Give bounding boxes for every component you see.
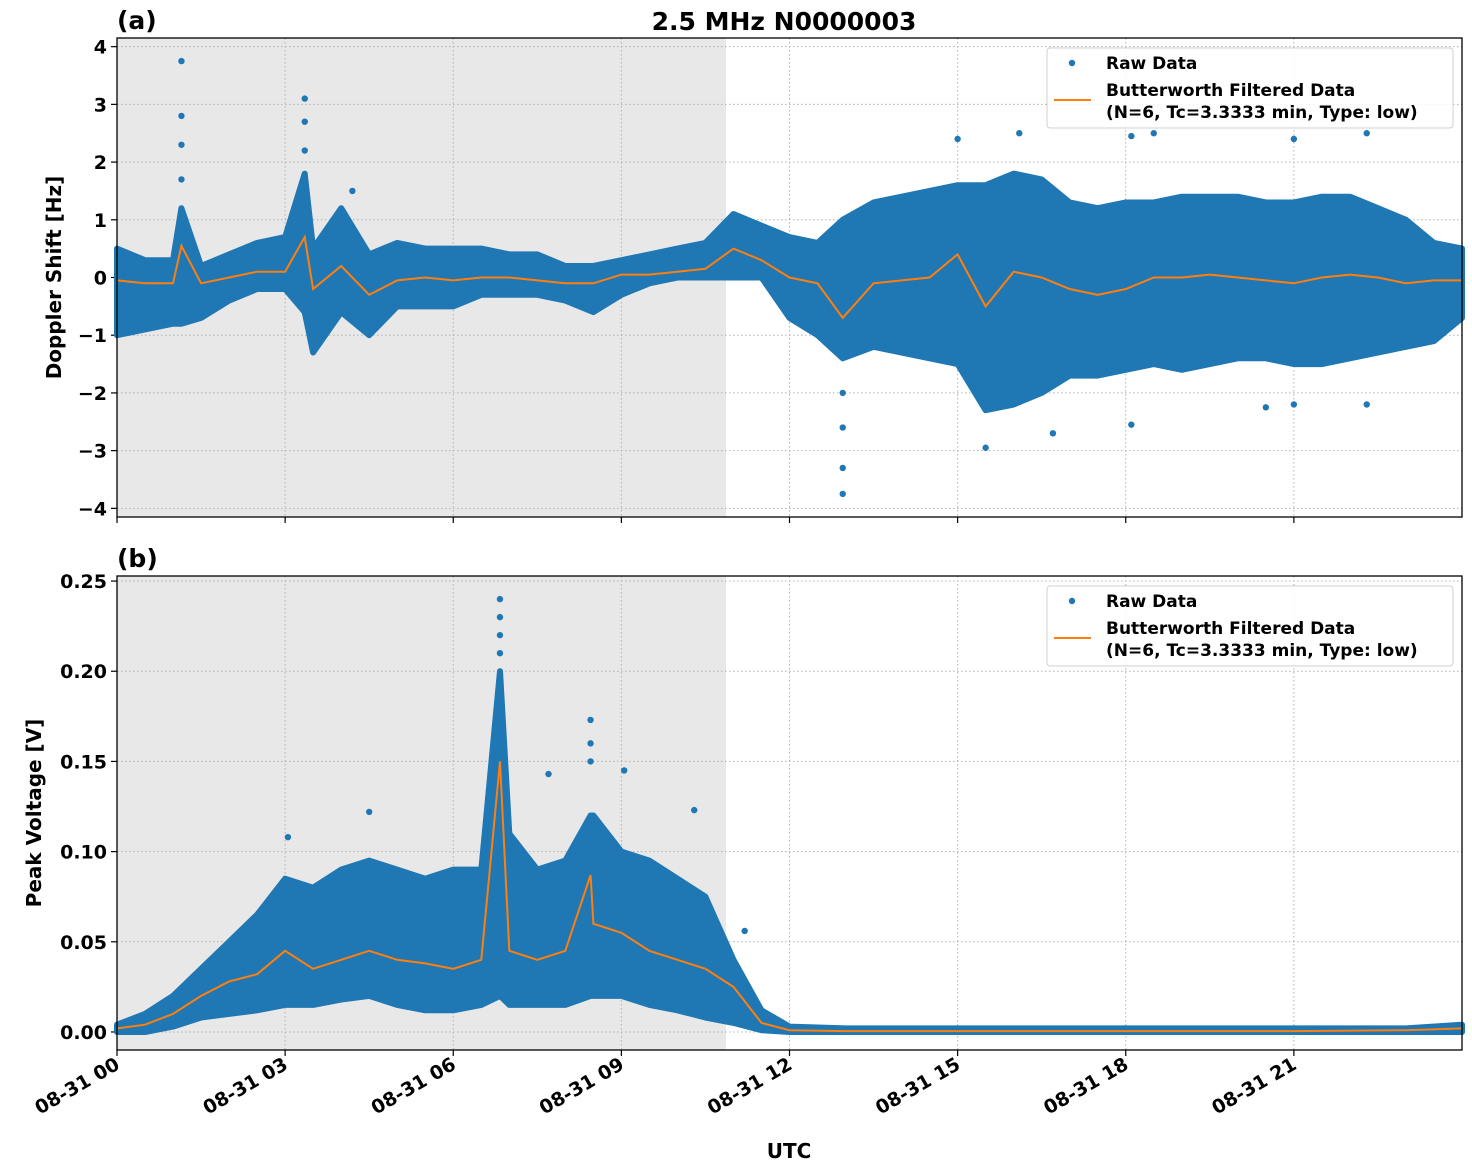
raw-data-point: [1016, 130, 1023, 137]
raw-data-point: [587, 758, 594, 765]
x-tick-label: 08-31 06: [367, 1053, 459, 1119]
legend-raw-marker: [1068, 597, 1076, 605]
y-tick-label: −4: [78, 498, 107, 520]
raw-data-point: [545, 770, 552, 778]
legend-raw-label: Raw Data: [1106, 54, 1197, 74]
raw-data-point: [178, 112, 185, 120]
raw-data-point: [620, 767, 628, 774]
y-tick-label: 1: [94, 210, 107, 232]
raw-data-point: [1290, 401, 1298, 408]
raw-data-point: [1363, 130, 1370, 137]
legend: Raw Data Butterworth Filtered Data(N=6, T…: [1046, 585, 1454, 667]
legend-filtered-label: Butterworth Filtered Data: [1106, 619, 1355, 639]
raw-data-point: [496, 595, 504, 603]
raw-data-point: [301, 95, 308, 102]
raw-data-point: [691, 806, 698, 814]
raw-data-point: [587, 740, 594, 747]
legend-raw-marker: [1068, 59, 1076, 67]
x-axis-label: UTC: [767, 1139, 812, 1163]
raw-data-point: [982, 444, 989, 451]
y-tick-label: 0.10: [60, 842, 107, 864]
raw-data-point: [496, 613, 504, 621]
legend-filtered-label: Butterworth Filtered Data: [1106, 81, 1355, 101]
x-tick-label: 08-31 09: [536, 1053, 628, 1119]
raw-data-point: [839, 424, 846, 431]
raw-data-point: [741, 927, 748, 935]
y-tick-label: 0.20: [60, 661, 107, 683]
x-axis-ticks: 08-31 00 08-31 03 08-31 06 08-31 09 08-31 12…: [31, 1053, 1300, 1119]
raw-data-point: [587, 716, 594, 724]
x-tick-label: 08-31 18: [1040, 1053, 1132, 1119]
panel-a: 4 3 2 1 0 −1 −2 −3 −4 (a) Doppler Shift [Hz] Raw Da…: [42, 6, 1465, 523]
y-axis-label: Peak Voltage [V]: [22, 719, 46, 908]
raw-data-point: [284, 833, 292, 841]
x-tick-label: 08-31 00: [31, 1053, 123, 1119]
raw-data-point: [1128, 132, 1135, 140]
raw-data-point: [839, 464, 846, 472]
raw-data-point: [1049, 430, 1057, 437]
raw-data-point: [349, 187, 356, 195]
y-tick-label: 0.25: [60, 571, 107, 593]
raw-data-point: [839, 490, 846, 498]
chart-title: 2.5 MHz N0000003: [652, 7, 917, 36]
raw-data-point: [496, 649, 504, 657]
y-tick-label: −2: [78, 383, 107, 405]
raw-data-point: [839, 389, 846, 397]
x-tick-label: 08-31 12: [704, 1053, 796, 1119]
raw-data-point: [496, 631, 504, 639]
raw-data-point: [301, 118, 308, 125]
raw-data-point: [954, 135, 961, 143]
y-tick-label: 4: [94, 37, 107, 59]
legend-filtered-params: (N=6, Tc=3.3333 min, Type: low): [1106, 103, 1418, 123]
raw-data-point: [178, 57, 185, 65]
y-tick-label: −3: [78, 441, 107, 463]
y-tick-label: 0: [94, 268, 107, 290]
raw-data-point: [1128, 421, 1135, 428]
raw-data-point: [365, 808, 373, 816]
raw-data-point: [1262, 404, 1270, 411]
legend-filtered-params: (N=6, Tc=3.3333 min, Type: low): [1106, 641, 1418, 661]
raw-data-point: [1363, 401, 1370, 408]
y-tick-label: 0.05: [60, 932, 107, 954]
filtered-data-line: [116, 234, 1462, 320]
raw-data-point: [1150, 130, 1157, 137]
panel-b: 0.25 0.20 0.15 0.10 0.05 0.00 (b) Peak Voltage …: [22, 544, 1465, 1056]
raw-data-point: [178, 141, 185, 148]
raw-data-point: [301, 147, 308, 154]
legend-raw-label: Raw Data: [1106, 592, 1197, 612]
panel-label: (b): [117, 544, 158, 573]
panel-label: (a): [117, 6, 157, 35]
legend: Raw Data Butterworth Filtered Data(N=6, T…: [1046, 47, 1454, 129]
x-tick-label: 08-31 15: [872, 1053, 964, 1119]
y-axis-label: Doppler Shift [Hz]: [42, 176, 66, 380]
y-tick-label: 0.15: [60, 751, 107, 773]
y-tick-label: 0.00: [60, 1022, 107, 1044]
raw-data-point: [178, 176, 185, 183]
x-tick-label: 08-31 03: [199, 1053, 291, 1119]
legend-box: [1046, 585, 1454, 667]
filtered-data-line: [116, 761, 1463, 1033]
y-tick-label: −1: [78, 325, 107, 347]
raw-data-point: [1290, 135, 1298, 143]
y-tick-label: 2: [94, 152, 107, 174]
x-tick-label: 08-31 21: [1208, 1053, 1300, 1119]
y-tick-label: 3: [94, 94, 107, 116]
legend-box: [1046, 47, 1454, 129]
